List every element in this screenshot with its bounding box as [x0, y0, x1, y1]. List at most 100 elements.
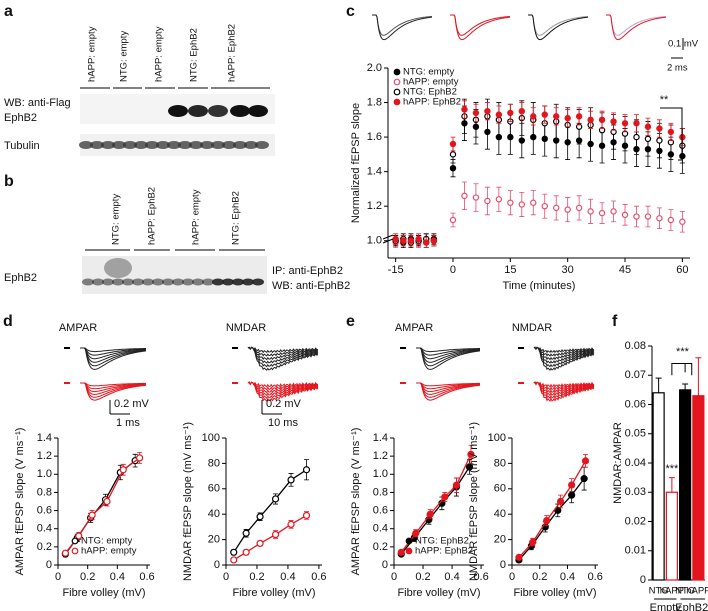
lane-label: hAPP: EphB2	[147, 187, 158, 245]
scale-label: 10 ms	[268, 417, 298, 429]
trace	[247, 346, 319, 364]
legend-label: hAPP: empty	[81, 546, 137, 557]
marker	[575, 113, 583, 120]
trace	[80, 347, 146, 356]
marker	[656, 137, 663, 144]
y-tick-label: 0.6	[373, 504, 388, 516]
marker	[507, 199, 514, 206]
marker	[564, 114, 571, 122]
group-label: EphB2	[675, 602, 708, 611]
trace	[606, 14, 667, 41]
band	[248, 105, 268, 117]
marker	[495, 111, 503, 118]
marker	[598, 116, 606, 124]
scale-label: 0.1 mV	[668, 39, 699, 50]
y-tick-label: 0	[382, 559, 388, 571]
marker	[553, 113, 560, 120]
panel-label: e	[346, 313, 355, 330]
trace	[416, 382, 480, 393]
marker	[230, 556, 238, 564]
x-tick-label: 30	[562, 264, 574, 276]
y-tick-label: 20	[494, 534, 506, 546]
marker	[568, 491, 576, 499]
group-label: Empty	[650, 602, 682, 611]
band	[102, 278, 114, 286]
trace	[416, 382, 481, 398]
band	[192, 278, 204, 286]
marker	[415, 235, 422, 243]
band	[152, 278, 164, 286]
marker	[407, 237, 415, 244]
marker	[621, 211, 629, 219]
y-tick-label: 0	[500, 559, 506, 571]
trace	[533, 381, 595, 402]
x-axis-label: Fibre volley (mV)	[62, 587, 145, 599]
marker	[644, 135, 652, 143]
annotation: ***	[676, 346, 690, 358]
y-tick-label: 100	[488, 432, 506, 444]
band	[172, 278, 184, 286]
trace	[247, 381, 319, 400]
bar	[679, 389, 692, 581]
y-tick-label: 40	[494, 508, 506, 520]
trace	[533, 381, 595, 389]
y-tick-label: 0.4	[37, 523, 52, 535]
marker	[271, 530, 280, 539]
marker	[518, 137, 525, 144]
marker	[136, 454, 144, 462]
marker	[271, 495, 280, 503]
marker	[230, 548, 238, 556]
x-tick-label: 0.6	[139, 571, 154, 583]
y-tick-label: 20	[208, 534, 220, 546]
band	[92, 278, 104, 286]
bar	[652, 392, 665, 581]
marker	[472, 194, 480, 201]
marker	[507, 109, 514, 117]
x-tick-label: 0	[391, 571, 397, 583]
marker	[75, 532, 83, 540]
trace	[533, 381, 595, 391]
trace	[247, 346, 319, 368]
marker	[598, 209, 606, 217]
trace	[416, 382, 481, 395]
trace	[450, 14, 511, 41]
row-label: EphB2	[4, 272, 37, 284]
trace	[416, 347, 481, 370]
x-tick-label: 0.2	[80, 571, 95, 583]
marker	[88, 511, 96, 519]
marker	[472, 109, 480, 117]
error-bar	[668, 477, 675, 493]
trace	[416, 382, 480, 390]
band	[244, 141, 258, 149]
marker	[461, 106, 468, 113]
marker	[587, 208, 594, 215]
legend-label: NTG: EphB2	[415, 536, 469, 547]
band	[156, 141, 170, 149]
x-tick-label: 0	[509, 571, 515, 583]
y-tick-label: 0.4	[373, 523, 388, 535]
lane-label: NTG: EphB2	[231, 191, 242, 245]
marker	[621, 120, 629, 127]
marker	[543, 516, 551, 525]
band	[252, 278, 264, 286]
x-tick-label: 45	[619, 264, 631, 276]
marker	[575, 204, 583, 212]
x-tick-label: hAPP	[686, 586, 708, 597]
y-tick-label: 0.08	[625, 340, 646, 352]
x-axis-label: Fibre volley (mV)	[232, 587, 315, 599]
band	[211, 141, 225, 149]
band	[189, 141, 203, 149]
x-tick-label: 0.6	[473, 571, 488, 583]
y-tick-label: 0.02	[625, 515, 646, 527]
marker	[656, 125, 663, 132]
trace	[416, 347, 480, 353]
band	[202, 278, 214, 286]
marker	[564, 206, 571, 213]
marker	[633, 133, 640, 141]
legend-marker	[393, 98, 401, 106]
panel-label: c	[346, 3, 355, 20]
trace	[416, 347, 481, 363]
trace	[80, 382, 146, 390]
trace	[247, 346, 319, 357]
band	[222, 141, 236, 149]
